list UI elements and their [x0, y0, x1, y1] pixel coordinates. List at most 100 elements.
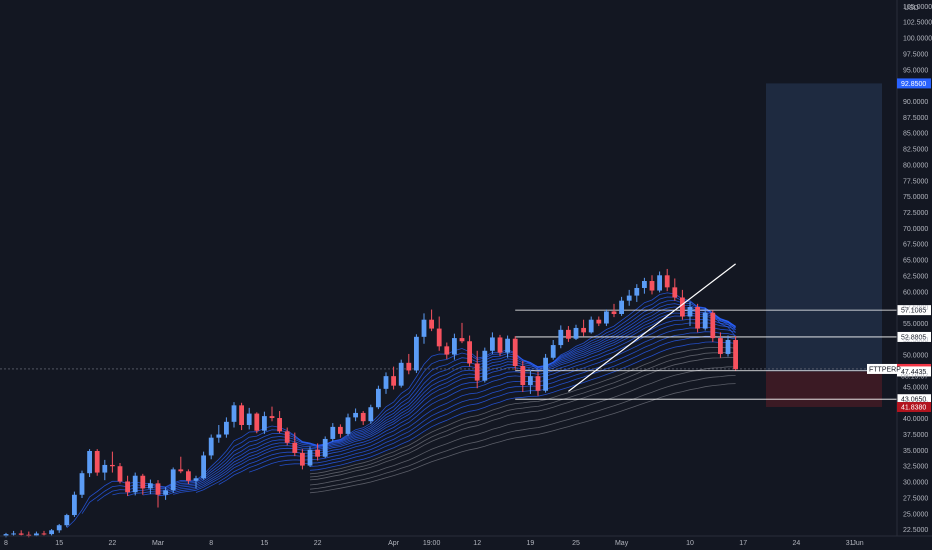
time-tick-label: 8 — [4, 540, 8, 547]
price-tick-label: 67.5000 — [903, 242, 928, 249]
candle-body — [414, 336, 419, 371]
candle-body — [155, 483, 161, 495]
ema-line — [127, 306, 736, 497]
candle-body — [254, 413, 260, 431]
candle-body — [110, 464, 115, 467]
level-label: 57.1085 — [901, 308, 926, 315]
candle-body — [72, 494, 77, 516]
symbol-label: FTTPERP — [869, 366, 901, 373]
loss-zone — [766, 371, 882, 407]
level-label: 52.8805 — [901, 334, 926, 341]
price-tag — [897, 366, 931, 377]
candle-body — [231, 405, 237, 422]
price-tick-label: 100.0000 — [903, 36, 932, 43]
candle-body — [224, 421, 229, 435]
candle-body — [360, 412, 366, 422]
price-tag-label: 47.4435 — [901, 369, 926, 376]
candle-body — [353, 412, 358, 418]
candle-body — [246, 413, 252, 425]
countdown-label: 08:19:07 — [901, 373, 928, 380]
time-tick-label: 19 — [527, 540, 535, 547]
candle-body — [148, 483, 153, 489]
profit-zone — [766, 83, 882, 372]
candle-body — [201, 455, 206, 479]
candle-body — [680, 297, 685, 317]
candle-body — [186, 471, 191, 481]
time-tick-label: 25 — [572, 540, 580, 547]
price-tick-label: 102.5000 — [903, 20, 932, 27]
candle-body — [49, 530, 54, 535]
price-tick-label: 105.0000 — [903, 4, 932, 11]
candle-body — [11, 533, 16, 535]
candle-body — [322, 438, 328, 457]
ema-line — [81, 296, 736, 514]
candle-body — [163, 490, 168, 495]
candle-body — [634, 287, 640, 296]
price-tick-label: 55.0000 — [903, 321, 928, 328]
price-tick-label: 97.5000 — [903, 51, 928, 58]
ema-line — [157, 312, 736, 497]
price-tick-label: 85.0000 — [903, 131, 928, 138]
ema-line — [309, 351, 736, 478]
candle-body — [193, 478, 199, 481]
candle-body — [117, 466, 123, 482]
candle-body — [102, 464, 108, 473]
level-tag — [897, 305, 931, 316]
candle-body — [56, 525, 62, 531]
price-tick-label: 90.0000 — [903, 99, 928, 106]
time-tick-label: 17 — [739, 540, 747, 547]
candle-body — [512, 338, 518, 367]
candle-body — [376, 388, 381, 408]
candle-body — [300, 452, 305, 466]
candle-body — [718, 338, 723, 354]
price-tick-label: 95.0000 — [903, 67, 928, 74]
candle-body — [3, 534, 9, 536]
price-tick-label: 30.0000 — [903, 480, 928, 487]
candle-body — [368, 407, 374, 422]
candle-body — [733, 339, 738, 370]
candle-body — [573, 327, 579, 339]
time-axis[interactable]: 8 15 22 Mar 8 15 22 Apr 19:00 12 19 25 May 10 17 24 31Ju… — [4, 540, 864, 547]
price-tag-label: 92.8500 — [901, 81, 926, 88]
price-tick-label: 87.5000 — [903, 115, 928, 122]
candle-body — [18, 533, 24, 535]
candle-body — [467, 341, 472, 364]
symbol-tag — [867, 363, 897, 374]
time-tick-label: 15 — [261, 540, 269, 547]
trendline-drawing[interactable] — [568, 263, 736, 392]
price-tag-label: 41.8380 — [901, 404, 926, 411]
ema-line — [112, 303, 736, 496]
ema-line — [309, 375, 736, 490]
candle-body — [604, 311, 609, 324]
candle-body — [132, 475, 138, 493]
candle-body — [611, 311, 617, 314]
ema-line — [309, 341, 736, 471]
candle-body — [702, 312, 708, 329]
candle-body — [543, 357, 548, 391]
price-tick-label: 27.5000 — [903, 495, 928, 502]
position-zones — [766, 83, 882, 407]
price-tick-label: 22.5000 — [903, 527, 928, 534]
candle-body — [459, 338, 465, 342]
candle-body — [307, 449, 313, 466]
ema-line — [142, 309, 736, 496]
candle-body — [277, 418, 282, 432]
ema-line — [249, 326, 736, 473]
candle-body — [619, 300, 624, 314]
ema-line — [309, 356, 736, 481]
candle-body — [626, 295, 632, 301]
candle-body — [269, 416, 275, 419]
candle-body — [695, 307, 700, 329]
price-tick-label: 80.0000 — [903, 162, 928, 169]
price-tick-label: 35.0000 — [903, 448, 928, 455]
time-tick-label: May — [615, 540, 629, 547]
price-tick-label: 40.0000 — [903, 416, 928, 423]
candle-body — [292, 442, 298, 453]
price-tick-label: 82.5000 — [903, 147, 928, 154]
candle-body — [558, 329, 564, 346]
price-tick-label: 50.0000 — [903, 353, 928, 360]
candle-body — [535, 376, 541, 391]
candle-body — [649, 281, 655, 291]
price-tick-label: 32.5000 — [903, 464, 928, 471]
